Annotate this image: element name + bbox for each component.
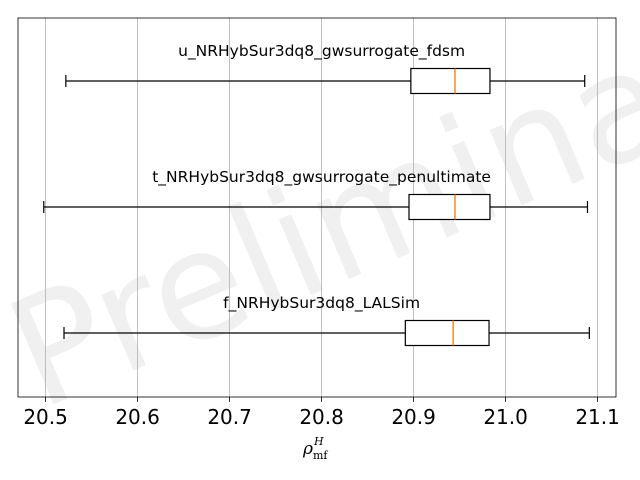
x-axis: 20.5 20.6 20.7 20.8 20.9 21.0 21.1 <box>23 397 620 429</box>
x-tick-label: 21.0 <box>483 405 528 429</box>
series-label: f_NRHybSur3dq8_LALSim <box>223 294 420 313</box>
box-iqr <box>410 67 491 95</box>
x-axis-label: ρ H mf <box>302 435 328 462</box>
box-iqr <box>408 193 491 221</box>
box-iqr <box>404 319 490 347</box>
x-tick-label: 20.5 <box>23 405 68 429</box>
watermark: Preliminary <box>0 0 640 443</box>
x-axis-label-symbol: ρ <box>302 439 313 459</box>
series-label: t_NRHybSur3dq8_gwsurrogate_penultimate <box>152 168 491 187</box>
x-tick-label: 20.9 <box>391 405 436 429</box>
x-tick-label: 20.6 <box>115 405 160 429</box>
boxes: u_NRHybSur3dq8_gwsurrogate_fdsm t_NRHybSu… <box>43 42 590 347</box>
x-axis-label-superscript: H <box>313 435 324 448</box>
box-group: u_NRHybSur3dq8_gwsurrogate_fdsm <box>65 42 586 95</box>
box-group: t_NRHybSur3dq8_gwsurrogate_penultimate <box>43 168 589 221</box>
x-tick-label: 20.8 <box>299 405 344 429</box>
plot-frame <box>17 17 617 398</box>
series-label: u_NRHybSur3dq8_gwsurrogate_fdsm <box>178 42 465 61</box>
x-tick-label: 21.1 <box>575 405 620 429</box>
box-group: f_NRHybSur3dq8_LALSim <box>63 294 590 347</box>
x-tick-label: 20.7 <box>207 405 252 429</box>
x-axis-label-subscript: mf <box>313 449 328 462</box>
